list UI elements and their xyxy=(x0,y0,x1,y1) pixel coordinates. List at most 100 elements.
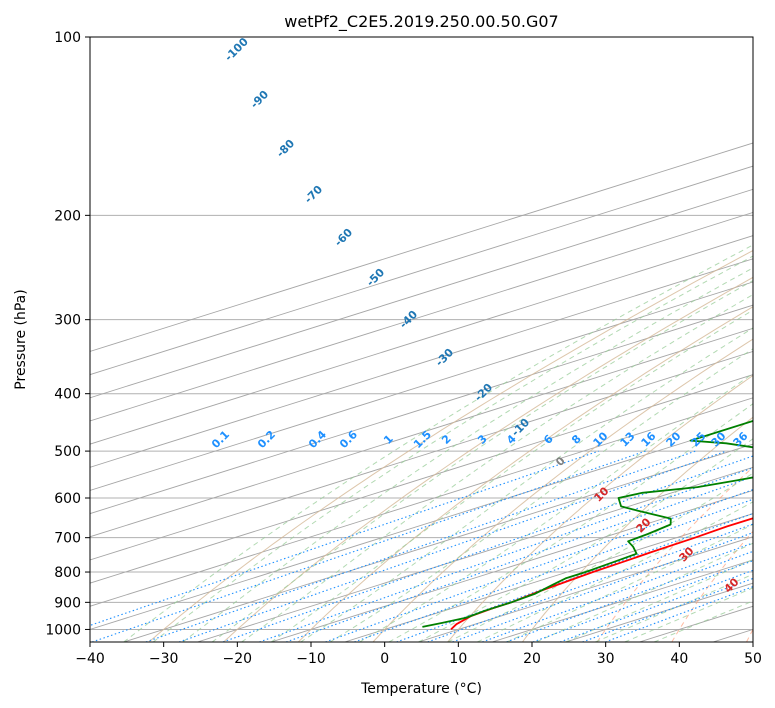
moist-adiabat xyxy=(300,327,753,642)
y-tick-label: 800 xyxy=(54,565,81,581)
moist-adiabat xyxy=(418,438,753,642)
mixing-ratio-label: 0.1 xyxy=(209,428,232,451)
isotherm-line xyxy=(344,513,753,642)
y-tick-label: 200 xyxy=(54,208,81,224)
isotherm-line xyxy=(90,281,753,491)
x-tick-label: 50 xyxy=(744,651,762,667)
isotherm-line xyxy=(90,188,753,399)
isotherm-line xyxy=(90,211,753,422)
moist-adiabat xyxy=(565,558,753,642)
isotherm-line xyxy=(90,420,753,630)
dry-adiabat-label: -70 xyxy=(302,183,325,206)
x-tick-label: −40 xyxy=(75,651,105,667)
isotherm-line xyxy=(418,536,753,642)
mixing-ratio-label: 0.4 xyxy=(306,428,329,451)
moist-adiabat xyxy=(653,600,753,642)
isotherm-line xyxy=(90,165,753,376)
x-tick-label: 0 xyxy=(380,651,389,667)
y-axis: 100 200 300 400 500 600 700 800 900 1000 xyxy=(45,30,90,638)
dry-adiabat-label: -90 xyxy=(248,88,271,111)
isotherm-line xyxy=(90,235,753,445)
isotherm-line xyxy=(90,142,753,352)
y-tick-label: 400 xyxy=(54,387,81,403)
x-tick-label: 20 xyxy=(523,651,541,667)
y-tick-label: 900 xyxy=(54,595,81,611)
moist-adiabat xyxy=(329,348,753,642)
isotherm-line xyxy=(90,350,753,561)
dry-adiabat-label: -80 xyxy=(274,137,297,160)
mixing-ratio-label: 8 xyxy=(569,432,584,447)
mixing-ratio-label: 2 xyxy=(439,432,454,447)
dry-adiabat xyxy=(372,338,753,642)
x-tick-label: 10 xyxy=(449,651,467,667)
plot-lines xyxy=(90,37,753,642)
mixing-ratio-line xyxy=(222,455,753,642)
x-tick-label: −30 xyxy=(149,651,179,667)
moist-adiabat xyxy=(152,255,753,642)
dry-adiabat-label: -30 xyxy=(433,346,456,369)
x-tick-label: −10 xyxy=(296,651,326,667)
isotherm-line xyxy=(123,443,753,642)
moist-adiabat xyxy=(506,523,753,642)
mixing-ratio-line xyxy=(427,523,753,642)
isotherm-line xyxy=(90,258,753,468)
dry-adiabat-label: -50 xyxy=(364,266,387,289)
moist-adiabat xyxy=(447,472,753,642)
dry-adiabat xyxy=(223,276,753,642)
mixing-ratio-line xyxy=(90,450,599,627)
temperature-profile xyxy=(450,517,753,631)
plot-frame xyxy=(89,36,754,643)
moist-adiabat xyxy=(624,587,753,642)
mixing-ratio-label: 30 xyxy=(709,429,729,449)
plot-area: 0.1 0.2 0.4 0.6 1 1.5 2 3 4 6 8 10 13 16 20 25 30 36-100-… xyxy=(90,35,753,642)
x-axis-label: Temperature (°C) xyxy=(360,681,482,697)
chart-title: wetPf2_C2E5.2019.250.00.50.G07 xyxy=(284,12,558,32)
mixing-ratio-label: 0.2 xyxy=(255,428,278,451)
isotherm-line xyxy=(565,582,753,642)
dry-adiabat xyxy=(746,628,753,642)
y-tick-label: 100 xyxy=(54,30,81,46)
x-tick-label: 40 xyxy=(670,651,688,667)
mixing-ratio-label: 3 xyxy=(475,432,490,447)
moist-adiabat xyxy=(388,403,753,642)
mixing-ratio-line xyxy=(354,498,753,642)
dewpoint-profile xyxy=(422,420,753,628)
y-axis-label: Pressure (hPa) xyxy=(13,289,29,389)
dry-adiabat xyxy=(148,249,753,642)
isotherm-line xyxy=(712,628,753,642)
moist-adiabat xyxy=(270,309,753,642)
mixing-ratio-line xyxy=(396,512,753,642)
isotherm-line xyxy=(197,466,753,642)
x-tick-label: 30 xyxy=(597,651,615,667)
isotherm-line xyxy=(90,374,753,584)
mixing-ratio-line xyxy=(145,450,696,642)
mixing-ratio-line xyxy=(482,542,753,642)
mixing-ratio-label: 25 xyxy=(689,430,709,450)
mixing-ratio-line xyxy=(605,586,753,642)
isotherm-line xyxy=(90,327,753,538)
mixing-ratio-line xyxy=(91,450,646,642)
isotherm-line xyxy=(90,304,753,515)
mixing-ratio-line xyxy=(178,450,727,642)
y-tick-label: 600 xyxy=(54,491,81,507)
inline-labels: 0.1 0.2 0.4 0.6 1 1.5 2 3 4 6 8 10 13 16 20 25 30 36-100-… xyxy=(209,35,751,596)
mixing-ratio-label: 13 xyxy=(618,430,638,450)
x-axis: −40 −30 −20 −10 0 10 20 30 40 50 xyxy=(75,642,762,667)
y-tick-label: 300 xyxy=(54,313,81,329)
dry-adiabat xyxy=(447,374,753,642)
moist-adiabat xyxy=(123,244,753,642)
mixing-ratio-label: 0.6 xyxy=(337,428,360,451)
mixing-ratio-label: 20 xyxy=(664,429,684,449)
moist-adiabat-label: 30 xyxy=(677,544,697,564)
dry-adiabat xyxy=(671,530,753,642)
isotherm-line xyxy=(270,489,753,642)
mixing-ratio-line xyxy=(285,476,753,642)
y-tick-label: 700 xyxy=(54,531,81,547)
isotherm-line xyxy=(90,397,753,607)
dry-adiabat xyxy=(522,416,753,642)
y-tick-label: 500 xyxy=(54,444,81,460)
dry-adiabat xyxy=(297,306,753,642)
mixing-ratio-line xyxy=(452,532,753,642)
dry-adiabat-label: -40 xyxy=(397,308,420,331)
